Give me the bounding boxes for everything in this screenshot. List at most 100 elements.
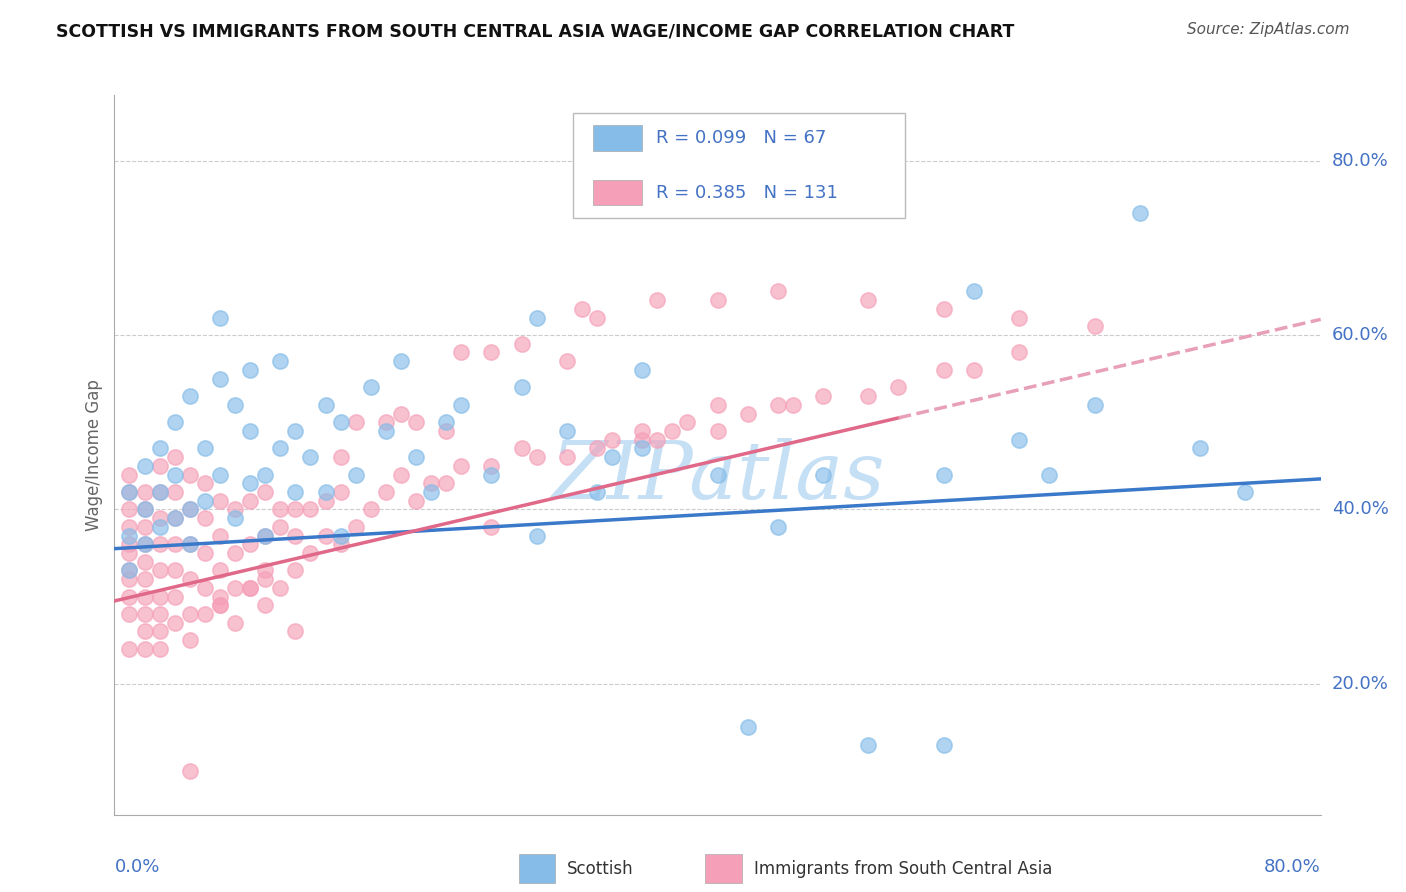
Point	[179, 764, 201, 778]
Point	[194, 607, 217, 621]
Point	[239, 581, 262, 595]
Point	[329, 485, 352, 500]
Point	[149, 485, 172, 500]
Point	[179, 633, 201, 648]
Point	[149, 511, 172, 525]
Point	[254, 599, 277, 613]
Point	[149, 537, 172, 551]
Point	[239, 363, 262, 377]
Point	[149, 442, 172, 456]
Point	[932, 738, 955, 752]
Point	[179, 502, 201, 516]
FancyBboxPatch shape	[572, 113, 904, 218]
Point	[1008, 345, 1031, 359]
Point	[118, 572, 141, 586]
Point	[299, 502, 322, 516]
Point	[1234, 485, 1257, 500]
Text: R = 0.385   N = 131: R = 0.385 N = 131	[657, 184, 838, 202]
Point	[631, 442, 654, 456]
Point	[405, 450, 427, 464]
Point	[149, 624, 172, 639]
Point	[600, 450, 623, 464]
Point	[254, 467, 277, 482]
FancyBboxPatch shape	[593, 180, 641, 205]
Point	[194, 442, 217, 456]
Point	[329, 537, 352, 551]
Point	[208, 467, 231, 482]
Point	[344, 415, 367, 429]
Point	[208, 564, 231, 578]
Point	[269, 520, 291, 534]
Point	[269, 581, 291, 595]
Point	[179, 467, 201, 482]
Point	[118, 467, 141, 482]
Point	[149, 520, 172, 534]
Point	[766, 520, 789, 534]
Point	[284, 528, 307, 542]
Point	[631, 363, 654, 377]
Point	[1038, 467, 1060, 482]
Point	[163, 467, 186, 482]
Point	[706, 467, 728, 482]
Point	[510, 336, 533, 351]
Point	[194, 476, 217, 491]
Text: SCOTTISH VS IMMIGRANTS FROM SOUTH CENTRAL ASIA WAGE/INCOME GAP CORRELATION CHART: SCOTTISH VS IMMIGRANTS FROM SOUTH CENTRA…	[56, 22, 1015, 40]
Point	[163, 615, 186, 630]
Point	[737, 720, 759, 734]
Point	[149, 607, 172, 621]
Point	[149, 641, 172, 656]
Point	[118, 641, 141, 656]
Point	[149, 458, 172, 473]
Text: Immigrants from South Central Asia: Immigrants from South Central Asia	[754, 860, 1052, 878]
Point	[149, 590, 172, 604]
Point	[706, 424, 728, 438]
Point	[510, 442, 533, 456]
Point	[932, 363, 955, 377]
Point	[932, 301, 955, 316]
Point	[661, 424, 683, 438]
Point	[1083, 319, 1105, 334]
Point	[811, 389, 834, 403]
Point	[163, 590, 186, 604]
Text: 0.0%: 0.0%	[114, 858, 160, 876]
Point	[526, 528, 548, 542]
Point	[555, 450, 578, 464]
Text: Source: ZipAtlas.com: Source: ZipAtlas.com	[1187, 22, 1350, 37]
Point	[163, 564, 186, 578]
Point	[706, 398, 728, 412]
Point	[510, 380, 533, 394]
Point	[299, 546, 322, 560]
Text: 80.0%: 80.0%	[1264, 858, 1320, 876]
Point	[239, 581, 262, 595]
Point	[254, 485, 277, 500]
Point	[315, 398, 337, 412]
Point	[479, 467, 502, 482]
Text: 20.0%: 20.0%	[1331, 674, 1389, 693]
Point	[858, 738, 880, 752]
Point	[254, 528, 277, 542]
Point	[766, 285, 789, 299]
Point	[239, 493, 262, 508]
Point	[194, 511, 217, 525]
Point	[811, 467, 834, 482]
Point	[118, 564, 141, 578]
Point	[329, 450, 352, 464]
Point	[284, 502, 307, 516]
Point	[360, 380, 382, 394]
Point	[631, 433, 654, 447]
Point	[179, 389, 201, 403]
Text: 80.0%: 80.0%	[1331, 152, 1389, 169]
Point	[963, 363, 986, 377]
Point	[208, 493, 231, 508]
Point	[389, 467, 412, 482]
Point	[450, 345, 472, 359]
Point	[479, 458, 502, 473]
Point	[555, 424, 578, 438]
Point	[134, 502, 156, 516]
Point	[284, 624, 307, 639]
Point	[134, 624, 156, 639]
Point	[374, 424, 396, 438]
Point	[450, 458, 472, 473]
Point	[118, 546, 141, 560]
Point	[526, 450, 548, 464]
